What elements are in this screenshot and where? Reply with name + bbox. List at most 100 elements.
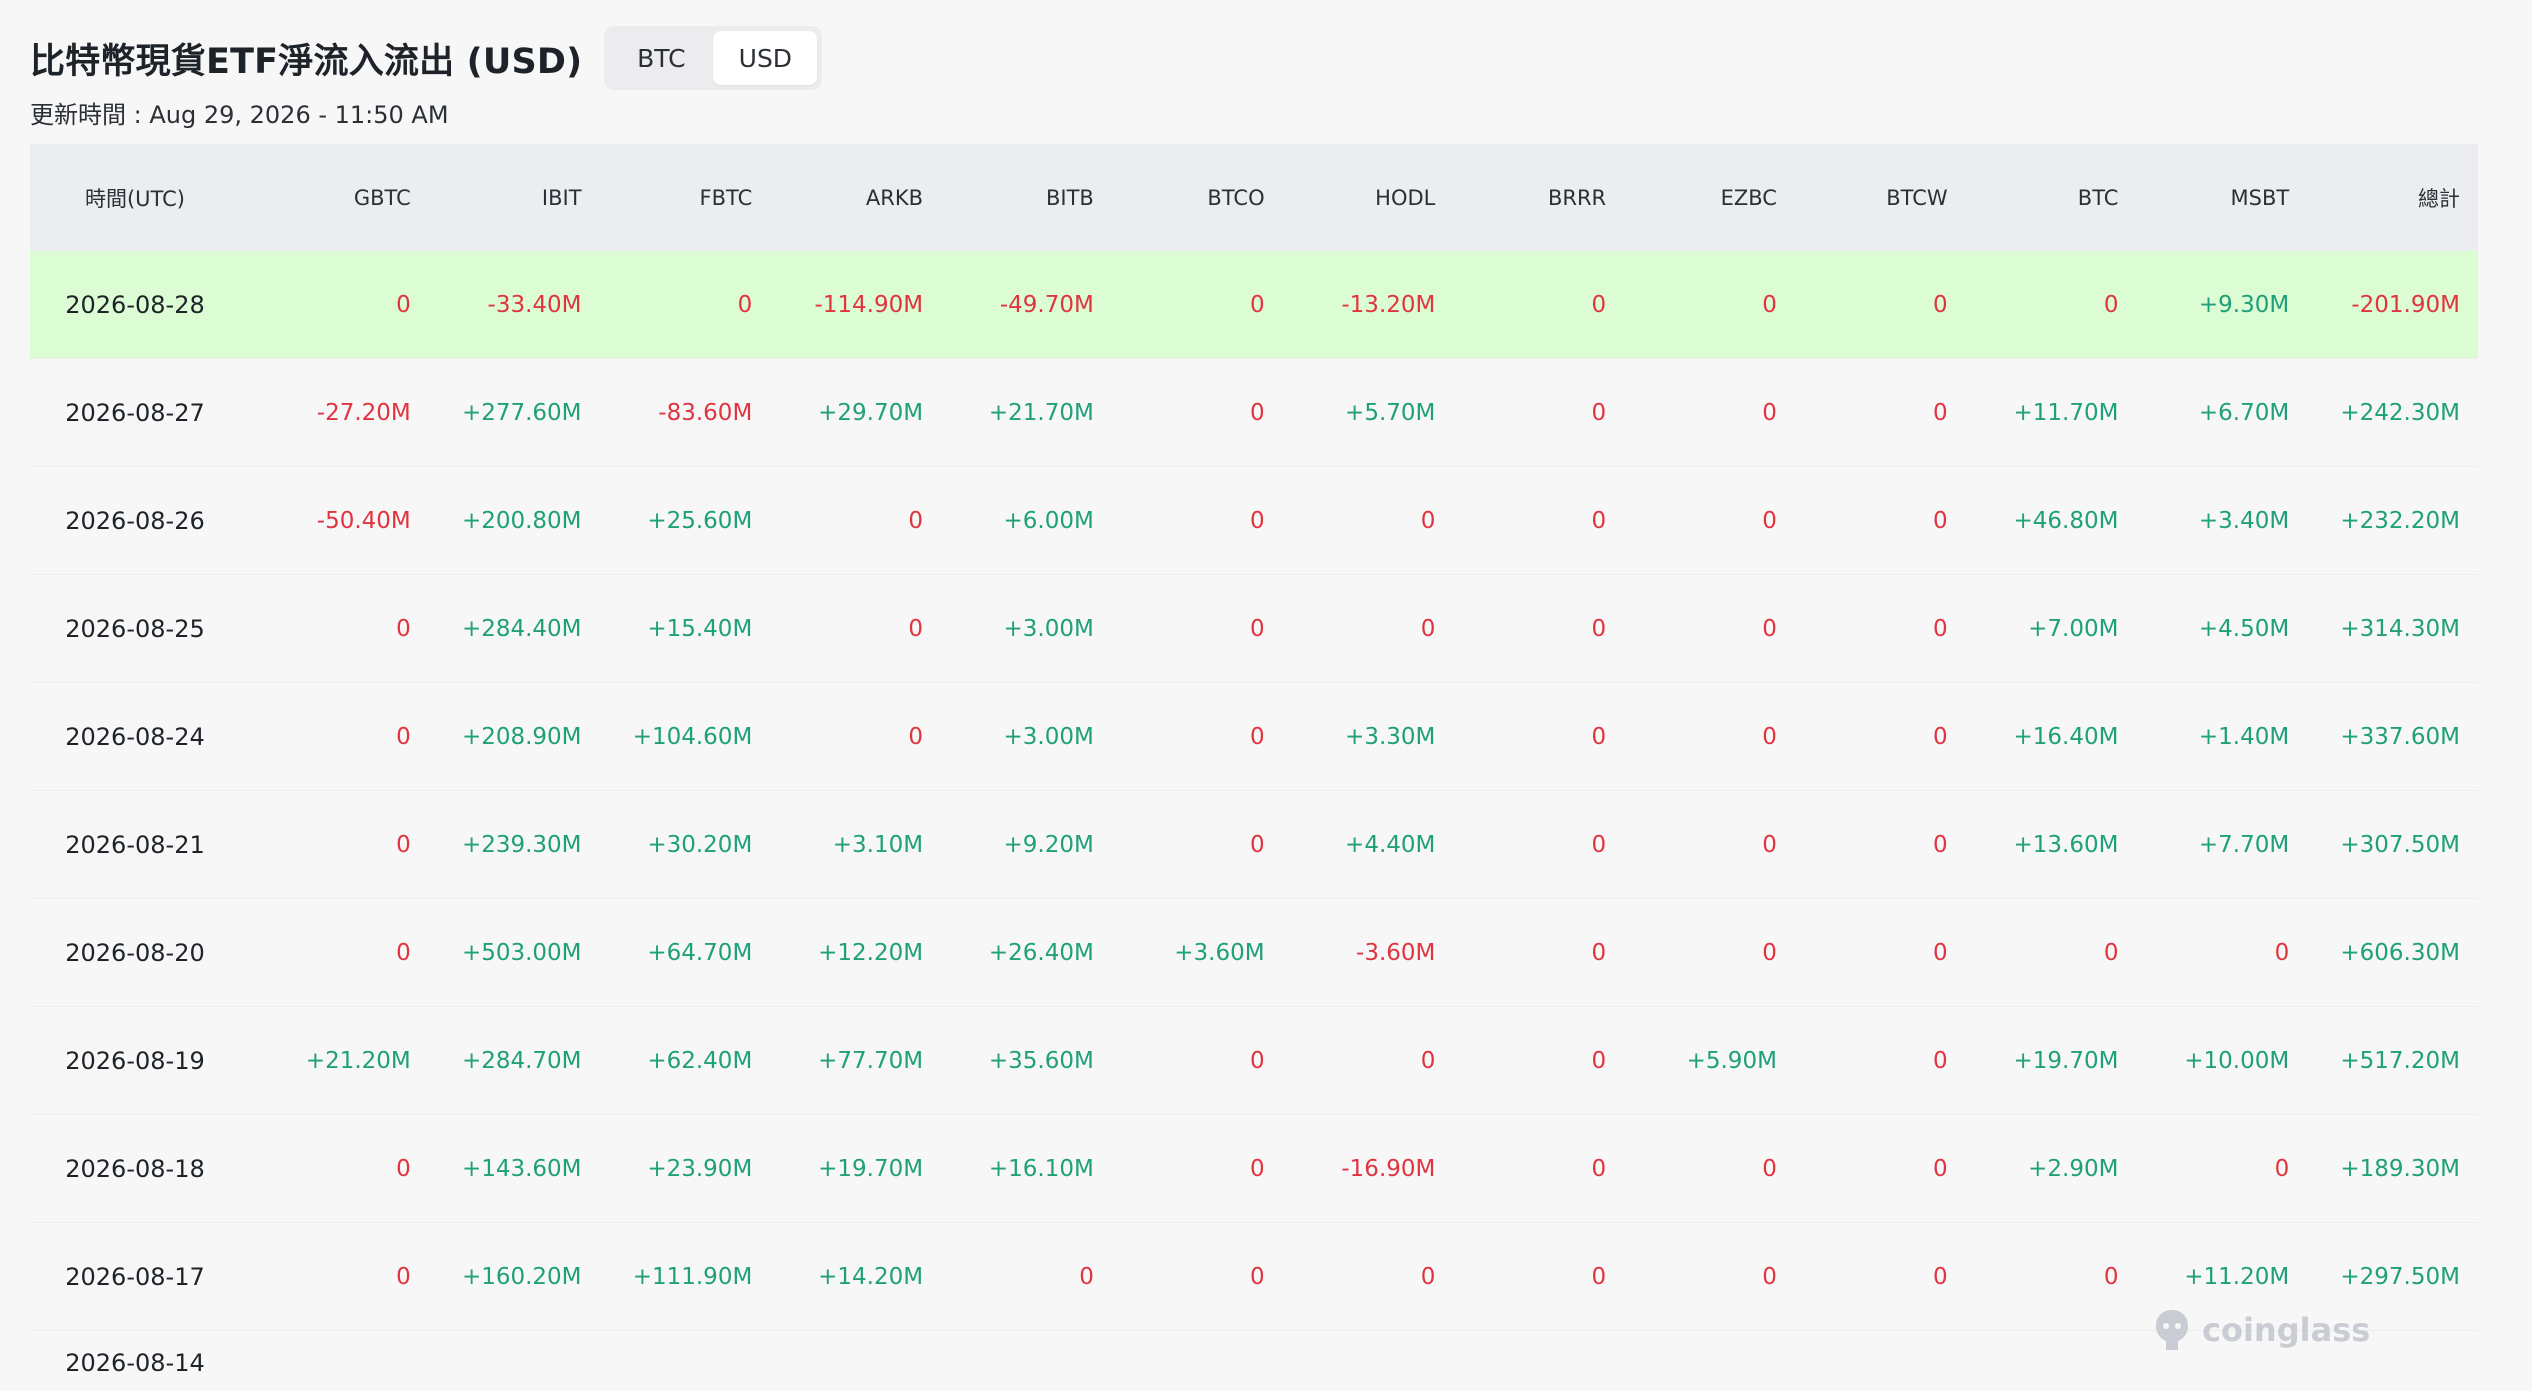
flow-value: +3.40M: [2198, 507, 2290, 534]
flow-value: +606.30M: [2340, 939, 2460, 966]
flow-value: +1.40M: [2198, 723, 2290, 750]
flow-value: +6.70M: [2198, 399, 2290, 426]
toggle-btc-button[interactable]: BTC: [637, 43, 686, 73]
flow-value: 0: [1591, 507, 1607, 534]
table-row: 2026-08-19 +21.20M +284.70M +62.40M +77.70M +…: [30, 1007, 2478, 1115]
flow-value: 0: [1249, 831, 1265, 858]
flow-value: +9.20M: [1003, 831, 1094, 858]
row-date: 2026-08-25: [65, 614, 205, 643]
flow-value: +35.60M: [988, 1047, 1094, 1074]
row-date: 2026-08-28: [65, 290, 205, 319]
flow-value: 0: [2103, 939, 2119, 966]
row-date: 2026-08-26: [65, 506, 205, 535]
flow-value: 0: [1591, 615, 1607, 642]
flow-value: 0: [1420, 1047, 1436, 1074]
flow-value: 0: [1591, 1155, 1607, 1182]
flow-value: 0: [1249, 507, 1265, 534]
flow-value: +19.70M: [2013, 1047, 2119, 1074]
column-header-brrr[interactable]: BRRR: [1547, 185, 1607, 210]
flow-value: 0: [1079, 1263, 1094, 1290]
flow-value: +3.00M: [1003, 615, 1094, 642]
flow-value: 0: [2274, 1155, 2290, 1182]
flow-value: -16.90M: [1341, 1155, 1436, 1182]
flow-value: 0: [396, 291, 411, 318]
table-row: 2026-08-27 -27.20M +277.60M -83.60M +29.70M +…: [30, 359, 2478, 467]
flow-value: +29.70M: [818, 399, 924, 426]
flow-value: +13.60M: [2013, 831, 2119, 858]
flow-value: 0: [1762, 291, 1777, 318]
flow-value: 0: [396, 1263, 411, 1290]
flow-value: 0: [1762, 831, 1777, 858]
flow-value: +12.20M: [818, 939, 924, 966]
flow-value: 0: [396, 831, 411, 858]
flow-value: 0: [1933, 723, 1948, 750]
flow-value: +297.50M: [2340, 1263, 2460, 1290]
column-header-btc[interactable]: BTC: [2077, 185, 2119, 210]
flow-value: 0: [1762, 939, 1777, 966]
flow-value: 0: [1249, 723, 1265, 750]
flow-value: +307.50M: [2340, 831, 2460, 858]
flow-value: 0: [1420, 507, 1436, 534]
row-date: 2026-08-20: [65, 938, 205, 967]
row-date: 2026-08-14: [65, 1349, 205, 1377]
flow-value: +4.50M: [2198, 615, 2290, 642]
flow-value: +2.90M: [2028, 1155, 2119, 1182]
flow-value: +64.70M: [647, 939, 753, 966]
flow-value: +11.20M: [2184, 1263, 2290, 1290]
table-row: 2026-08-17 0 +160.20M +111.90M +14.20M 0 0 0 0 0 0…: [30, 1223, 2478, 1331]
flow-value: +189.30M: [2340, 1155, 2460, 1182]
column-header-total[interactable]: 總計: [2417, 186, 2460, 211]
column-header-ibit[interactable]: IBIT: [541, 185, 582, 210]
table-row: 2026-08-18 0 +143.60M +23.90M +19.70M +16.10M…: [30, 1115, 2478, 1223]
watermark-text: coinglass: [2202, 1311, 2371, 1349]
flow-value: -33.40M: [487, 291, 582, 318]
flow-value: -50.40M: [316, 507, 411, 534]
flow-value: 0: [2103, 1263, 2119, 1290]
flow-value: +232.20M: [2340, 507, 2460, 534]
flow-value: +104.60M: [632, 723, 753, 750]
updated-time: 更新時間 : Aug 29, 2026 - 11:50 AM: [30, 101, 449, 129]
column-header-arkb[interactable]: ARKB: [865, 185, 924, 210]
flow-value: +242.30M: [2340, 399, 2460, 426]
column-header-hodl[interactable]: HODL: [1375, 185, 1436, 210]
flow-value: 0: [1933, 939, 1948, 966]
flow-value: +11.70M: [2013, 399, 2119, 426]
row-date: 2026-08-24: [65, 722, 205, 751]
column-header-btco[interactable]: BTCO: [1207, 185, 1265, 210]
flow-value: +6.00M: [1003, 507, 1094, 534]
flow-value: -201.90M: [2351, 291, 2460, 318]
flow-value: +517.20M: [2340, 1047, 2460, 1074]
column-header-fbtc[interactable]: FBTC: [699, 185, 753, 210]
column-header-btcw[interactable]: BTCW: [1886, 185, 1948, 210]
flow-value: +5.70M: [1345, 399, 1436, 426]
flow-value: -49.70M: [999, 291, 1094, 318]
table-row: 2026-08-26 -50.40M +200.80M +25.60M 0 +6.00M 0…: [30, 467, 2478, 575]
flow-value: +160.20M: [461, 1263, 582, 1290]
column-header-msbt[interactable]: MSBT: [2230, 185, 2290, 210]
flow-value: 0: [1249, 1155, 1265, 1182]
title-row: 比特幣現貨ETF淨流入流出 (USD) BTC USD: [30, 26, 2478, 90]
flow-value: 0: [396, 723, 411, 750]
flow-value: 0: [1933, 831, 1948, 858]
toggle-usd-button[interactable]: USD: [713, 31, 818, 85]
flow-value: 0: [1591, 399, 1607, 426]
flow-value: 0: [396, 1155, 411, 1182]
flow-value: 0: [1249, 399, 1265, 426]
row-date: 2026-08-18: [65, 1154, 205, 1183]
flow-value: +239.30M: [461, 831, 582, 858]
column-header-ezbc[interactable]: EZBC: [1720, 185, 1777, 210]
flow-value: +9.30M: [2198, 291, 2290, 318]
flow-value: 0: [1933, 291, 1948, 318]
flow-value: 0: [1933, 1155, 1948, 1182]
flow-value: 0: [1420, 615, 1436, 642]
column-header-bitb[interactable]: BITB: [1046, 185, 1094, 210]
flow-value: +284.70M: [461, 1047, 582, 1074]
column-header-gbtc[interactable]: GBTC: [353, 185, 411, 210]
row-date: 2026-08-27: [65, 398, 205, 427]
flow-value: 0: [2274, 939, 2290, 966]
flow-value: +111.90M: [632, 1263, 753, 1290]
flow-value: 0: [1249, 291, 1265, 318]
flow-value: +3.30M: [1345, 723, 1436, 750]
flow-value: +16.10M: [988, 1155, 1094, 1182]
flow-value: +10.00M: [2184, 1047, 2290, 1074]
